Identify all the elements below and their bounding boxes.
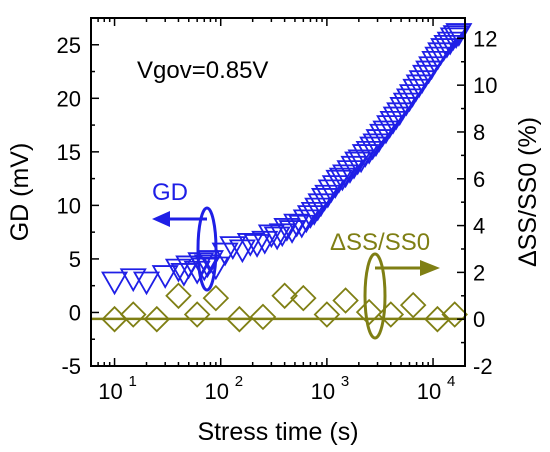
x-tick-label: 10 — [417, 379, 441, 404]
x-tick-exponent: 1 — [129, 373, 137, 390]
y-left-axis-ticks: -5 0 5 10 15 20 25 — [57, 17, 99, 379]
x-tick-exponent: 4 — [447, 373, 455, 390]
y-left-tick-label: 20 — [57, 86, 81, 111]
x-axis-ticks: 10 1 10 2 10 3 10 4 — [90, 18, 466, 404]
x-tick-exponent: 3 — [341, 373, 349, 390]
y-left-tick-label: 15 — [57, 140, 81, 165]
gd-point — [219, 236, 247, 260]
gd-point — [288, 214, 316, 239]
ss-point — [377, 301, 405, 328]
gd-point — [442, 25, 470, 50]
ss-point — [249, 303, 277, 331]
y-right-axis-title: ΔSS/SS0 (%) — [514, 117, 542, 267]
plot-area-border — [90, 17, 466, 367]
y-right-tick-label: -2 — [473, 354, 493, 379]
ss-point — [271, 282, 298, 310]
gd-axis-indicator — [152, 206, 218, 292]
ss-point — [226, 305, 253, 333]
y-right-tick-label: 0 — [473, 307, 485, 332]
x-tick-exponent: 2 — [235, 373, 243, 390]
gd-indicator-arrow-head — [152, 211, 170, 227]
gd-point — [340, 155, 368, 180]
gd-point — [332, 164, 360, 189]
y-left-tick-label: 25 — [57, 33, 81, 58]
ss-point — [165, 282, 192, 310]
gd-indicator-ellipse — [196, 206, 218, 292]
gd-annotation: GD — [152, 179, 188, 206]
gd-point — [325, 169, 353, 194]
ss-indicator-arrow-head — [420, 260, 440, 276]
gd-point — [236, 233, 264, 257]
x-tick-label: 10 — [311, 379, 335, 404]
plot-frame — [90, 17, 466, 367]
gd-point — [433, 34, 461, 59]
y-left-tick-label: 0 — [69, 300, 81, 325]
y-left-tick-label: -5 — [61, 354, 81, 379]
y-right-tick-label: 6 — [473, 167, 485, 192]
gd-point — [317, 179, 345, 204]
y-right-tick-label: 2 — [473, 260, 485, 285]
y-left-tick-label: 10 — [57, 193, 81, 218]
ss-point — [202, 284, 230, 312]
x-tick-label: 10 — [204, 379, 228, 404]
gd-point — [132, 271, 161, 296]
ss-series — [101, 282, 468, 333]
ss-point — [119, 301, 147, 328]
y-right-tick-label: 4 — [473, 214, 485, 239]
ss-point — [355, 298, 383, 326]
x-axis-title: Stress time (s) — [197, 418, 358, 446]
ss-point — [332, 287, 359, 314]
y-right-tick-label: 12 — [473, 26, 497, 51]
y-left-tick-label: 5 — [69, 247, 81, 272]
ss-point — [441, 301, 468, 328]
ss-annotation: ΔSS/SS0 — [330, 229, 430, 256]
gd-point — [263, 226, 291, 251]
y-right-tick-label: 8 — [473, 120, 485, 145]
ss-point — [183, 301, 211, 328]
gd-point — [430, 38, 458, 62]
ss-point — [424, 305, 451, 333]
gd-point — [243, 234, 271, 258]
ss-axis-indicator — [363, 252, 440, 340]
ss-point — [143, 305, 171, 333]
ss-indicator-ellipse — [363, 252, 387, 340]
ss-point — [313, 301, 341, 328]
vgov-annotation: Vgov=0.85V — [137, 57, 268, 84]
gd-point — [101, 271, 129, 296]
y-left-axis-title: GD (mV) — [6, 143, 34, 242]
gd-point — [251, 230, 279, 255]
y-right-axis-ticks: -2 0 2 4 6 8 10 12 — [457, 26, 497, 379]
y-right-tick-label: 10 — [473, 73, 497, 98]
gd-point — [175, 255, 203, 280]
gd-point — [151, 265, 179, 289]
ss-point — [290, 284, 317, 312]
x-tick-label: 10 — [98, 379, 122, 404]
gd-point — [359, 136, 387, 161]
ss-point — [399, 291, 427, 319]
